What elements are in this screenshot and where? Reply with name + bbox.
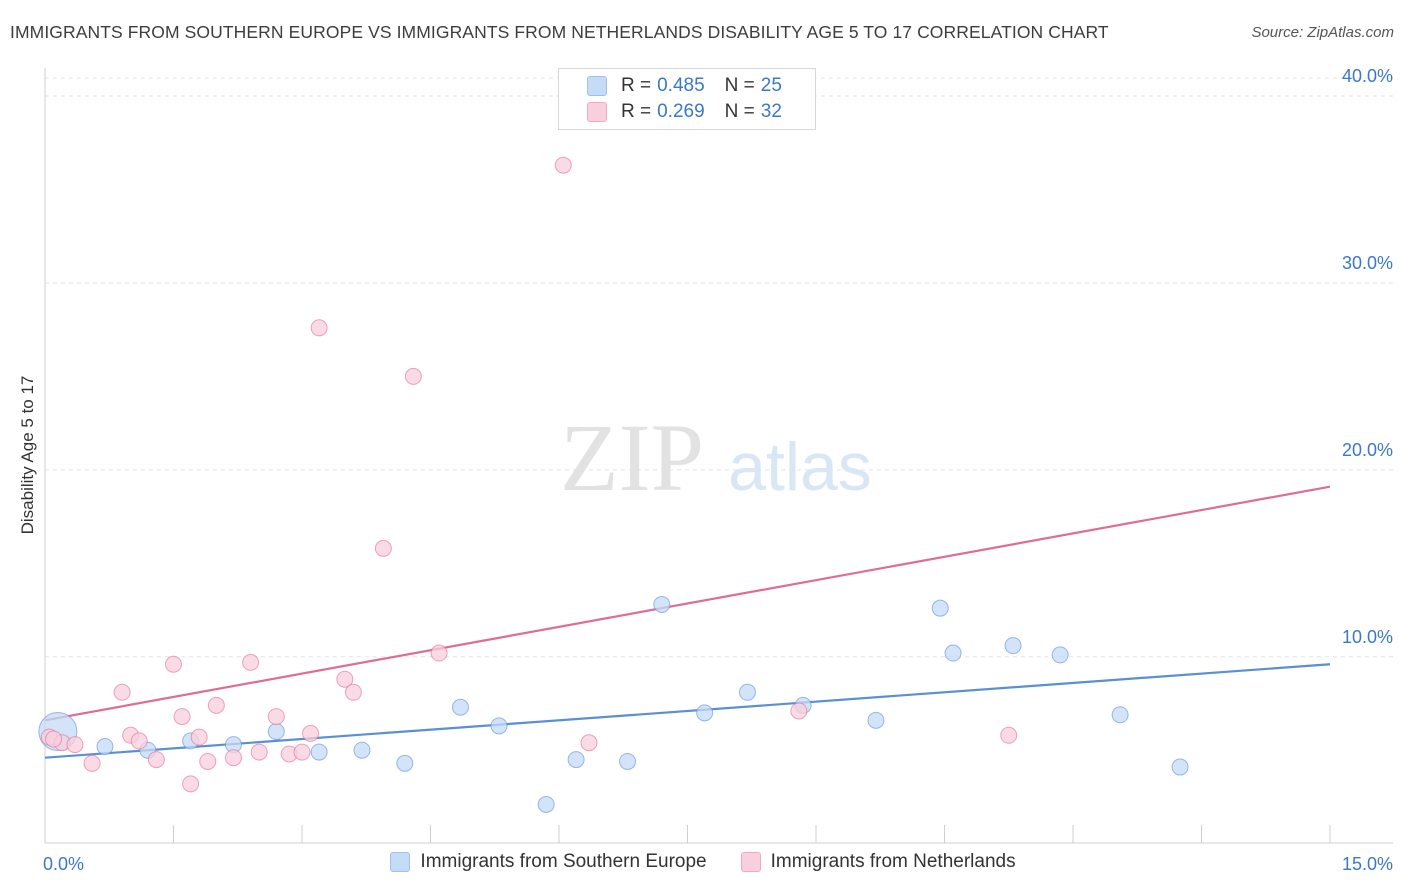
point-southern-europe — [267, 723, 285, 741]
data-points — [38, 156, 1189, 813]
stats-swatch-pink — [587, 102, 607, 122]
point-netherlands — [302, 724, 320, 742]
series-legend: Immigrants from Southern Europe Immigran… — [0, 851, 1406, 873]
trend-lines — [44, 485, 1331, 759]
point-netherlands — [404, 367, 422, 385]
r-label: R = — [621, 101, 652, 122]
point-netherlands — [113, 683, 131, 701]
legend-item-southern-europe: Immigrants from Southern Europe — [390, 851, 707, 873]
point-netherlands — [554, 156, 572, 174]
point-netherlands — [310, 319, 328, 337]
stats-row-netherlands: R = 0.269 N = 32 — [587, 101, 782, 123]
point-southern-europe — [696, 704, 714, 722]
point-southern-europe — [451, 698, 469, 716]
point-southern-europe — [619, 752, 637, 770]
n-value: 32 — [760, 101, 782, 122]
axes — [44, 68, 1393, 844]
point-southern-europe — [1051, 646, 1069, 664]
tick-labels: 10.0% 20.0% 30.0% 40.0% 0.0% 15.0% — [43, 66, 1393, 874]
point-netherlands — [430, 644, 448, 662]
point-southern-europe — [1111, 706, 1129, 724]
point-netherlands — [242, 653, 260, 671]
point-southern-europe — [738, 683, 756, 701]
point-southern-europe — [396, 754, 414, 772]
point-netherlands — [344, 683, 362, 701]
point-southern-europe — [567, 751, 585, 769]
point-netherlands — [374, 539, 392, 557]
stats-swatch-blue — [587, 76, 607, 96]
stats-row-southern-europe: R = 0.485 N = 25 — [587, 75, 782, 97]
point-netherlands — [173, 708, 191, 726]
point-netherlands — [267, 708, 285, 726]
legend-item-netherlands: Immigrants from Netherlands — [740, 851, 1016, 873]
point-netherlands — [580, 734, 598, 752]
r-label: R = — [621, 75, 652, 96]
x-tick-label: 15.0% — [1342, 854, 1393, 874]
point-southern-europe — [490, 717, 508, 735]
x-tick-label: 0.0% — [43, 854, 84, 874]
point-southern-europe — [537, 795, 555, 813]
stats-legend: R = 0.485 N = 25 R = 0.269 N = 32 — [558, 68, 816, 130]
watermark-zip: ZIP — [560, 404, 704, 511]
point-netherlands — [190, 728, 208, 746]
point-southern-europe — [1004, 637, 1022, 655]
point-netherlands — [199, 752, 217, 770]
point-southern-europe — [931, 599, 949, 617]
point-netherlands — [147, 751, 165, 769]
n-label: N = — [724, 101, 755, 122]
y-tick-label: 20.0% — [1342, 440, 1393, 460]
point-southern-europe — [353, 741, 371, 759]
point-netherlands — [45, 730, 63, 748]
y-tick-label: 30.0% — [1342, 253, 1393, 273]
trend-line-netherlands — [44, 485, 1331, 722]
source-label: Source: ZipAtlas.com — [1251, 24, 1394, 41]
point-netherlands — [250, 743, 268, 761]
legend-swatch-pink — [740, 852, 761, 872]
point-southern-europe — [310, 743, 328, 761]
grid-lines — [45, 77, 1393, 658]
watermark-atlas: atlas — [728, 429, 872, 505]
chart-title: IMMIGRANTS FROM SOUTHERN EUROPE VS IMMIG… — [10, 22, 1109, 42]
r-value: 0.485 — [657, 75, 705, 96]
n-label: N = — [724, 75, 755, 96]
point-netherlands — [66, 736, 84, 754]
watermark: ZIP atlas — [560, 404, 872, 511]
point-netherlands — [224, 749, 242, 767]
n-value: 25 — [760, 75, 782, 96]
point-netherlands — [790, 702, 808, 720]
legend-label: Immigrants from Southern Europe — [420, 851, 707, 872]
point-netherlands — [182, 775, 200, 793]
point-southern-europe — [1171, 758, 1189, 776]
point-netherlands — [293, 743, 311, 761]
y-tick-label: 10.0% — [1342, 627, 1393, 647]
y-tick-label: 40.0% — [1342, 66, 1393, 86]
point-netherlands — [336, 670, 354, 688]
point-southern-europe — [944, 644, 962, 662]
r-value: 0.269 — [657, 101, 705, 122]
point-netherlands — [130, 732, 148, 750]
legend-label: Immigrants from Netherlands — [770, 851, 1016, 872]
point-southern-europe — [867, 711, 885, 729]
trend-line-southern-europe — [44, 663, 1331, 759]
point-southern-europe — [96, 737, 114, 755]
point-netherlands — [1000, 726, 1018, 744]
point-netherlands — [165, 655, 182, 673]
point-southern-europe — [653, 595, 671, 613]
point-netherlands — [83, 754, 101, 772]
legend-swatch-blue — [390, 852, 411, 872]
point-netherlands — [207, 696, 225, 714]
